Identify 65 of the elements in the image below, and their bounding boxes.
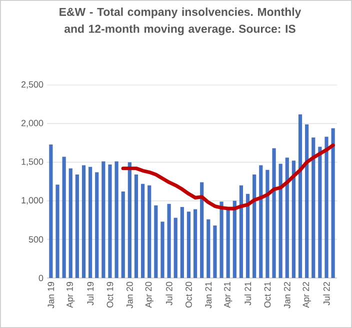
bar <box>278 164 282 278</box>
y-tick-label: 2,500 <box>21 81 44 89</box>
bar <box>272 148 276 278</box>
x-tick-label: Apr 22 <box>302 282 311 308</box>
bar <box>82 165 86 278</box>
bar <box>167 204 171 278</box>
bar <box>108 164 112 278</box>
bar <box>114 161 118 278</box>
bar <box>49 144 53 278</box>
x-tick-label: Oct 21 <box>264 282 271 308</box>
bar <box>154 205 158 278</box>
bar <box>220 202 224 278</box>
x-tick-label: Jul 22 <box>323 282 330 306</box>
x-tick-label: Jul 21 <box>244 282 252 306</box>
bar <box>285 158 289 278</box>
bar <box>292 160 296 278</box>
x-tick-label: Apr 19 <box>66 282 75 308</box>
bar <box>266 170 270 278</box>
bar <box>331 128 335 278</box>
bar <box>193 209 198 278</box>
bar <box>134 174 138 278</box>
bar <box>206 219 210 278</box>
y-tick-label: 1,000 <box>22 197 44 204</box>
bar <box>318 146 322 278</box>
bar <box>140 184 145 278</box>
bar <box>239 185 244 278</box>
bar <box>95 172 99 278</box>
y-tick-label: 2,000 <box>21 120 44 128</box>
bar <box>62 156 66 278</box>
bar <box>68 168 72 278</box>
bar <box>213 226 217 278</box>
bar <box>174 218 178 278</box>
x-tick-label: Jan 19 <box>48 282 54 308</box>
x-tick-label: Jan 20 <box>126 282 133 308</box>
bar <box>232 200 236 278</box>
bar <box>305 124 309 278</box>
x-tick-label: Oct 20 <box>186 282 192 308</box>
bar <box>259 165 263 278</box>
bar <box>312 137 316 278</box>
bar <box>200 182 204 278</box>
bar <box>56 184 60 278</box>
bar <box>180 206 184 278</box>
bar <box>324 136 328 278</box>
x-tick-label: Jul 20 <box>166 282 172 306</box>
y-tick-label: 500 <box>28 236 44 243</box>
bar <box>298 114 302 278</box>
x-tick-label: Oct 19 <box>106 282 114 308</box>
x-tick-label: Apr 20 <box>145 282 154 308</box>
bar <box>102 161 106 278</box>
chart-title: E&W - Total company insolvencies. Monthly and 12-month moving average. Source: IS <box>60 8 302 36</box>
bar <box>246 194 250 278</box>
x-tick-label: Jan 21 <box>205 282 212 308</box>
bar <box>160 222 164 278</box>
y-tick-label: 1,500 <box>22 158 44 166</box>
y-tick-label: 0 <box>38 274 44 282</box>
bar <box>148 185 152 278</box>
bar <box>252 174 256 278</box>
bar <box>128 162 132 278</box>
x-tick-label: Jul 19 <box>87 282 94 306</box>
bar <box>186 212 191 278</box>
bar <box>75 174 79 278</box>
bar <box>121 192 125 278</box>
x-tick-label: Jan 22 <box>284 282 290 308</box>
x-tick-label: Apr 21 <box>224 282 232 308</box>
bar <box>88 166 92 278</box>
